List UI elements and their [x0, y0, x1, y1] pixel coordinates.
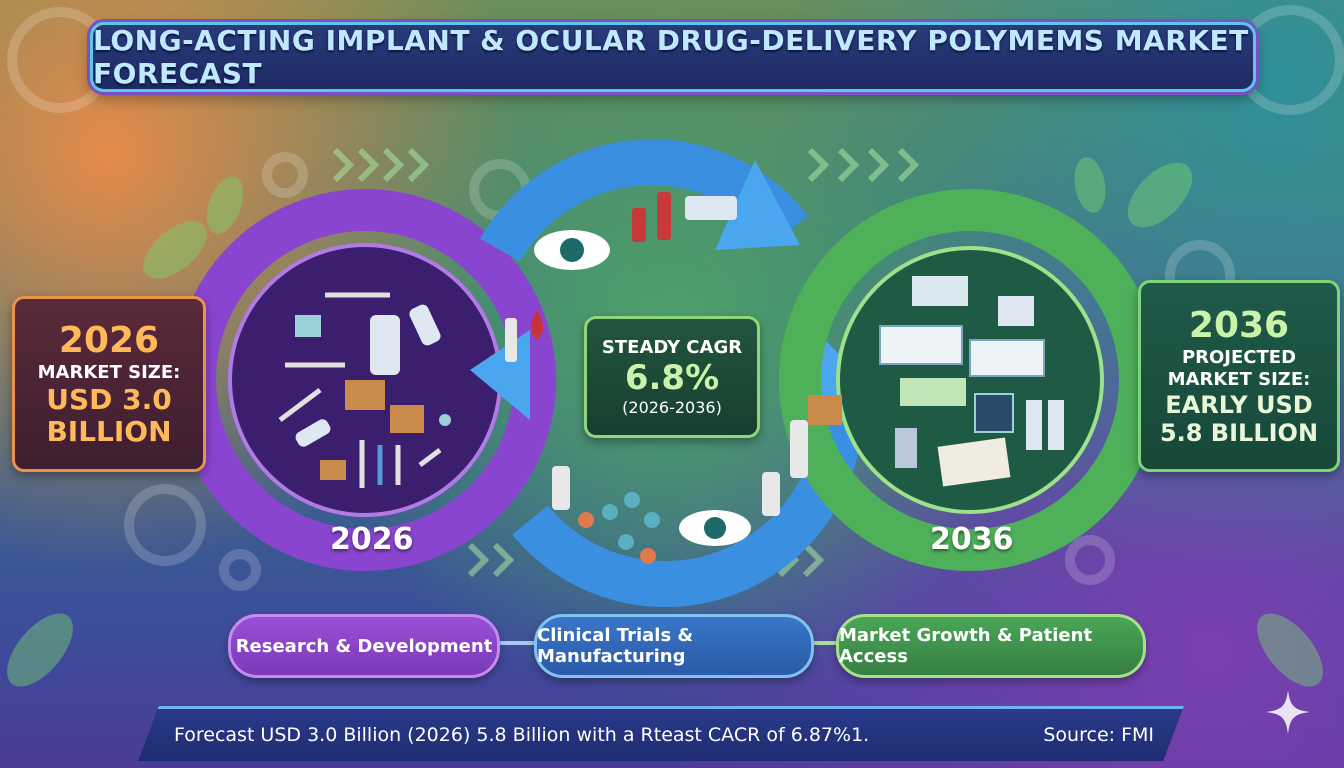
lab-equipment-icons	[278, 292, 451, 488]
callout-year: 2026	[58, 320, 160, 361]
market-size-2036-callout: 2036 PROJECTED MARKET SIZE: EARLY USD 5.…	[1138, 280, 1340, 472]
stage-label: Market Growth & Patient Access	[839, 625, 1093, 667]
arrow-icon	[715, 160, 800, 250]
stage-clinical-trials-manufacturing: Clinical Trials & Manufacturing	[534, 614, 814, 678]
sparkle-icon	[1266, 690, 1310, 734]
market-size-2026-callout: 2026 MARKET SIZE: USD 3.0 BILLION	[12, 296, 206, 472]
callout-value-unit: BILLION	[46, 415, 172, 448]
cagr-period: (2026-2036)	[622, 398, 722, 417]
footer-bar: Forecast USD 3.0 Billion (2026) 5.8 Bill…	[138, 706, 1184, 761]
cagr-value: 6.8%	[624, 358, 720, 398]
stage-label: Clinical Trials & Manufacturing	[537, 625, 694, 667]
title-banner: LONG-ACTING IMPLANT & OCULAR DRUG-DELIVE…	[90, 22, 1256, 92]
callout-label-2: MARKET SIZE:	[1167, 369, 1311, 390]
callout-value: EARLY USD	[1165, 391, 1313, 419]
stage-connector	[494, 641, 536, 645]
stage-market-growth: Market Growth & Patient Access	[836, 614, 1146, 678]
callout-value-2: 5.8 BILLION	[1159, 419, 1319, 447]
manufacturing-icons	[879, 276, 1064, 487]
callout-value: USD 3.0	[46, 383, 172, 416]
footer-summary: Forecast USD 3.0 Billion (2026) 5.8 Bill…	[174, 724, 870, 746]
cagr-label: STEADY CAGR	[601, 337, 743, 358]
circle-year-2026: 2026	[330, 522, 414, 557]
callout-label: PROJECTED	[1181, 347, 1297, 368]
stage-research-development: Research & Development	[228, 614, 500, 678]
callout-year: 2036	[1188, 305, 1290, 346]
page-title: LONG-ACTING IMPLANT & OCULAR DRUG-DELIVE…	[93, 24, 1249, 90]
stage-label: Research & Development	[235, 635, 493, 657]
leaf-icon	[7, 157, 1323, 687]
stage-connector	[808, 641, 838, 645]
cagr-box: STEADY CAGR 6.8% (2026-2036)	[584, 316, 760, 438]
footer-source: Source: FMI	[1043, 724, 1154, 746]
chevron-decoration	[332, 147, 920, 578]
vial-icons	[505, 192, 842, 564]
callout-label: MARKET SIZE:	[37, 362, 181, 383]
eye-icon	[534, 230, 751, 546]
circle-year-2036: 2036	[930, 522, 1014, 557]
